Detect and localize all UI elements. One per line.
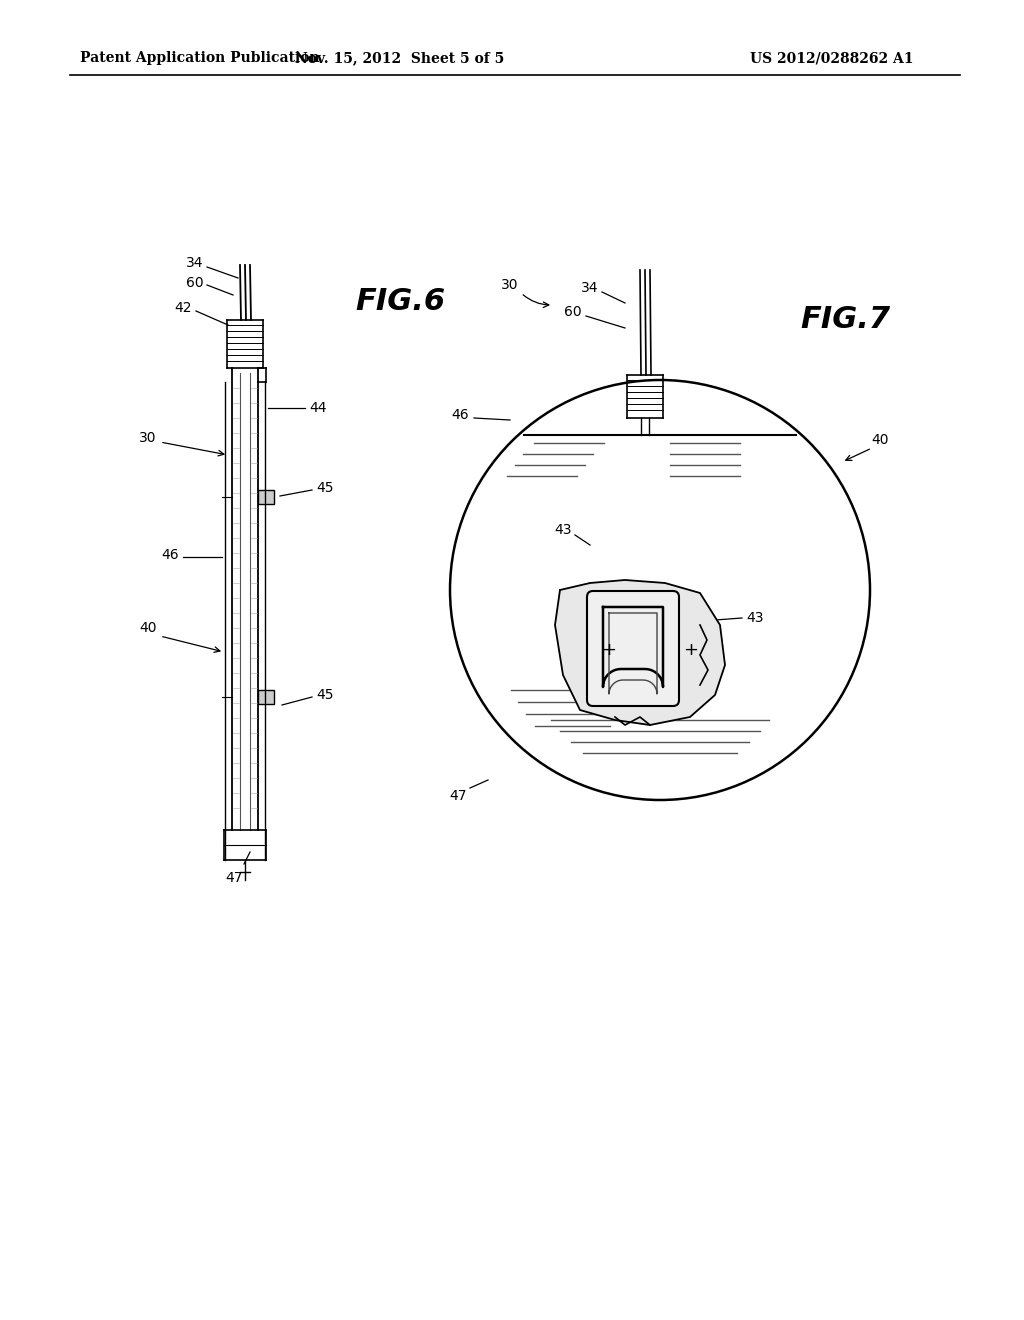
Text: 60: 60 bbox=[186, 276, 204, 290]
Bar bbox=[258, 490, 274, 504]
Text: 30: 30 bbox=[502, 279, 519, 292]
Text: 34: 34 bbox=[582, 281, 599, 294]
Text: 43: 43 bbox=[554, 523, 571, 537]
Text: 46: 46 bbox=[161, 548, 179, 562]
Text: Nov. 15, 2012  Sheet 5 of 5: Nov. 15, 2012 Sheet 5 of 5 bbox=[295, 51, 505, 65]
Polygon shape bbox=[555, 579, 725, 725]
Text: Patent Application Publication: Patent Application Publication bbox=[80, 51, 319, 65]
Text: 40: 40 bbox=[139, 620, 157, 635]
Text: 47: 47 bbox=[225, 871, 243, 884]
Text: 40: 40 bbox=[871, 433, 889, 447]
Bar bbox=[258, 690, 274, 704]
Text: 60: 60 bbox=[564, 305, 582, 319]
Text: 42: 42 bbox=[174, 301, 191, 315]
Text: 30: 30 bbox=[139, 432, 157, 445]
FancyBboxPatch shape bbox=[587, 591, 679, 706]
Text: +: + bbox=[601, 642, 616, 659]
Text: 45: 45 bbox=[316, 480, 334, 495]
Text: +: + bbox=[683, 642, 698, 659]
Text: 32: 32 bbox=[603, 636, 621, 649]
Text: US 2012/0288262 A1: US 2012/0288262 A1 bbox=[750, 51, 913, 65]
Text: 44: 44 bbox=[309, 401, 327, 414]
Text: 45: 45 bbox=[316, 688, 334, 702]
Text: FIG.6: FIG.6 bbox=[355, 288, 445, 317]
Text: 46: 46 bbox=[452, 408, 469, 422]
Text: 43: 43 bbox=[746, 611, 764, 624]
Text: 47: 47 bbox=[450, 789, 467, 803]
Text: 34: 34 bbox=[186, 256, 204, 271]
Text: FIG.7: FIG.7 bbox=[800, 305, 890, 334]
